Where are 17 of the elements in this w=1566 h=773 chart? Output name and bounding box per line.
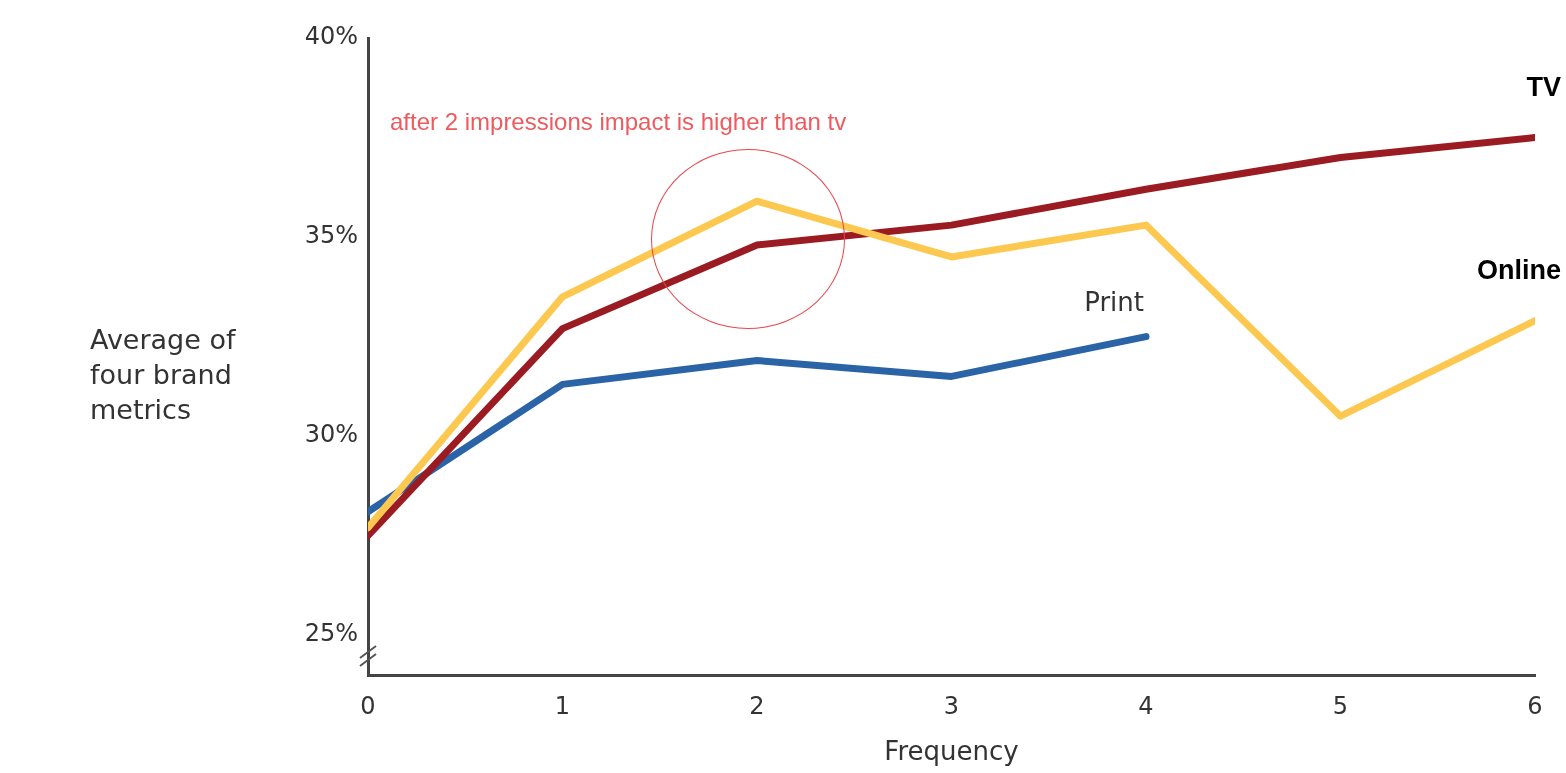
x-axis-title: Frequency <box>884 736 1019 767</box>
x-tick-label: 3 <box>943 691 960 720</box>
y-tick-label: 30% <box>304 420 358 449</box>
y-tick-label: 35% <box>304 221 358 250</box>
x-tick-label: 1 <box>554 691 571 720</box>
y-tick-label: 40% <box>304 22 358 51</box>
x-tick-label: 0 <box>360 691 376 720</box>
x-tick-label: 2 <box>749 691 765 720</box>
x-tick-label: 5 <box>1332 691 1349 720</box>
y-axis-title: Average of four brand metrics <box>90 323 237 427</box>
series-label: Online <box>1476 254 1561 285</box>
x-tick-label: 4 <box>1138 691 1154 720</box>
y-tick-label: 25% <box>304 619 358 648</box>
series-label: TV <box>1526 71 1561 102</box>
series-label: Print <box>1084 286 1144 317</box>
x-tick-label: 6 <box>1527 691 1543 720</box>
annotation: after 2 impressions impact is higher than tv <box>390 107 847 135</box>
